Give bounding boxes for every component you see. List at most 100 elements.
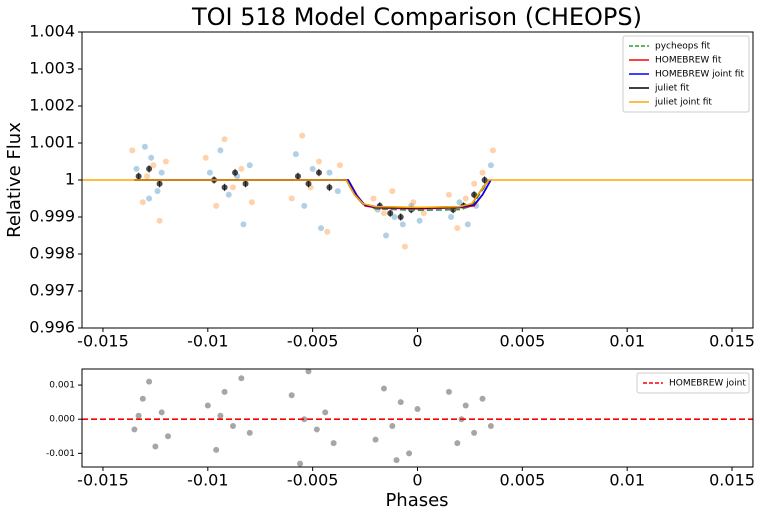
data-point <box>213 446 220 453</box>
x-tick-label: -0.01 <box>187 471 228 490</box>
data-point <box>238 375 245 382</box>
fit-line <box>134 179 492 209</box>
data-point <box>139 199 146 206</box>
y-tick-label: 1.001 <box>29 133 75 152</box>
data-point <box>489 147 496 154</box>
y-tick-label: 1.004 <box>29 22 75 41</box>
data-point <box>391 214 398 220</box>
data-point <box>487 423 494 430</box>
data-point <box>221 136 228 143</box>
data-point <box>479 395 486 402</box>
data-point <box>305 369 312 375</box>
legend-label: juliet fit <box>654 84 690 94</box>
legend-label: HOMEBREW joint <box>669 379 746 389</box>
data-point <box>471 180 478 187</box>
y-tick-label: 0.001 <box>49 381 75 391</box>
data-point <box>156 180 163 187</box>
data-point <box>232 169 239 176</box>
data-point <box>380 385 387 392</box>
data-point <box>162 158 169 165</box>
y-tick-label: 0.000 <box>49 415 75 425</box>
data-point <box>326 184 333 191</box>
data-point <box>144 173 151 180</box>
y-tick-label: -0.001 <box>46 449 75 459</box>
legend-label: HOMEBREW joint fit <box>655 70 744 80</box>
data-point <box>139 395 146 402</box>
x-tick-label: 0 <box>412 471 422 490</box>
legend-box <box>622 35 750 113</box>
data-point <box>217 412 224 419</box>
data-point <box>397 399 404 406</box>
x-tick-label: 0.005 <box>499 471 545 490</box>
data-point <box>406 450 413 457</box>
data-point <box>131 426 138 433</box>
data-point <box>471 429 478 436</box>
data-point <box>454 440 461 447</box>
x-tick-label: 0 <box>412 332 422 351</box>
data-point <box>301 202 308 209</box>
fit-line <box>82 179 753 209</box>
legend-label: juliet joint fit <box>654 98 712 108</box>
x-tick-label: -0.015 <box>77 471 129 490</box>
data-point <box>292 151 299 158</box>
data-point <box>315 158 322 165</box>
data-point <box>399 221 406 228</box>
fit-line <box>134 179 490 212</box>
data-point <box>322 409 329 416</box>
data-point <box>410 199 417 206</box>
data-point <box>297 460 304 467</box>
data-point <box>202 154 209 161</box>
data-point <box>242 180 249 187</box>
data-point <box>414 405 421 412</box>
data-point <box>294 173 301 180</box>
y-tick-label: 1.003 <box>29 59 75 78</box>
data-point <box>380 210 387 217</box>
data-point <box>238 165 245 172</box>
data-point <box>156 217 163 224</box>
x-tick-label: -0.01 <box>187 332 228 351</box>
data-point <box>487 162 494 169</box>
plot-area <box>82 132 753 250</box>
data-point <box>135 412 142 419</box>
data-point <box>206 169 213 176</box>
data-point <box>213 202 220 209</box>
y-axis-label: Relative Flux <box>4 122 25 238</box>
data-point <box>152 443 159 450</box>
y-tick-label: 0.997 <box>29 281 75 300</box>
data-point <box>462 402 469 409</box>
data-point <box>288 195 295 202</box>
data-point <box>146 378 153 385</box>
x-tick-label: 0.015 <box>709 471 755 490</box>
x-tick-label: 0.01 <box>609 332 645 351</box>
y-tick-label: 1 <box>65 170 75 189</box>
data-point <box>141 143 148 150</box>
data-point <box>389 188 396 195</box>
x-tick-label: 0.01 <box>609 471 645 490</box>
data-point <box>225 191 232 198</box>
data-point <box>387 210 394 217</box>
plot-frame <box>81 368 754 468</box>
data-point <box>164 433 171 440</box>
data-point <box>288 392 295 399</box>
data-point <box>146 165 153 172</box>
data-point <box>393 457 400 464</box>
chart-title: TOI 518 Model Comparison (CHEOPS) <box>191 3 642 31</box>
data-point <box>301 416 308 423</box>
data-point <box>445 388 452 395</box>
data-point <box>372 436 379 443</box>
data-point <box>334 188 341 195</box>
data-point <box>456 199 463 206</box>
data-point <box>146 195 153 202</box>
data-point <box>217 147 224 154</box>
fit-line <box>134 179 492 210</box>
data-point <box>330 440 337 447</box>
data-point <box>133 165 140 172</box>
data-point <box>448 214 455 220</box>
data-point <box>221 388 228 395</box>
data-point <box>154 188 161 195</box>
data-point <box>420 210 427 217</box>
plot-frame <box>81 31 754 329</box>
data-point <box>246 429 253 436</box>
data-point <box>129 147 136 154</box>
plot-area <box>82 369 753 467</box>
